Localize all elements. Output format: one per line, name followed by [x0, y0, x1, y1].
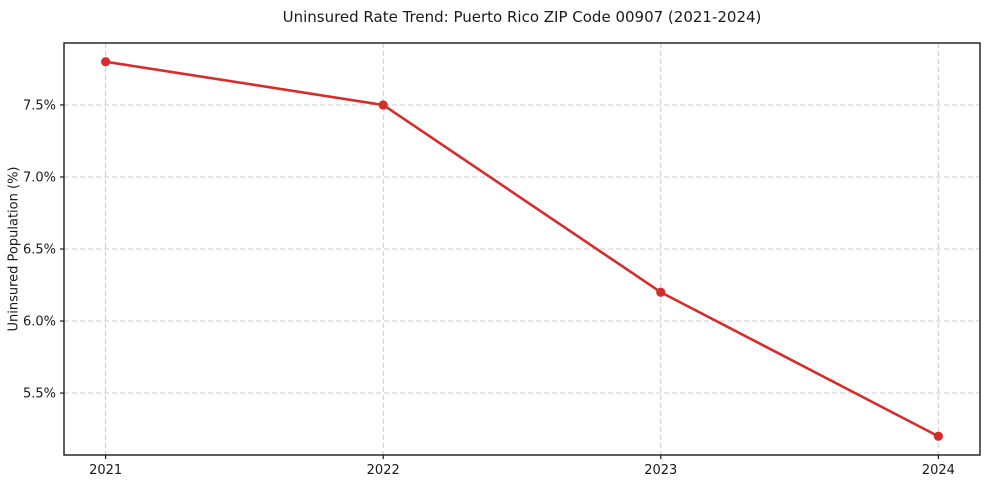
y-tick-label: 5.5% — [23, 387, 56, 402]
x-tick-label: 2022 — [367, 463, 400, 478]
data-point-marker — [656, 287, 666, 297]
y-tick-label: 6.5% — [23, 243, 56, 258]
x-tick-label: 2023 — [644, 463, 677, 478]
y-tick-label: 7.5% — [23, 98, 56, 113]
data-point-marker — [933, 431, 943, 441]
x-tick-label: 2021 — [89, 463, 122, 478]
x-tick-label: 2024 — [922, 463, 955, 478]
chart-title: Uninsured Rate Trend: Puerto Rico ZIP Co… — [282, 8, 762, 26]
data-point-marker — [101, 57, 111, 67]
y-tick-label: 7.0% — [23, 170, 56, 185]
y-tick-label: 6.0% — [23, 315, 56, 330]
data-point-marker — [378, 100, 388, 110]
trend-line — [104, 60, 940, 438]
